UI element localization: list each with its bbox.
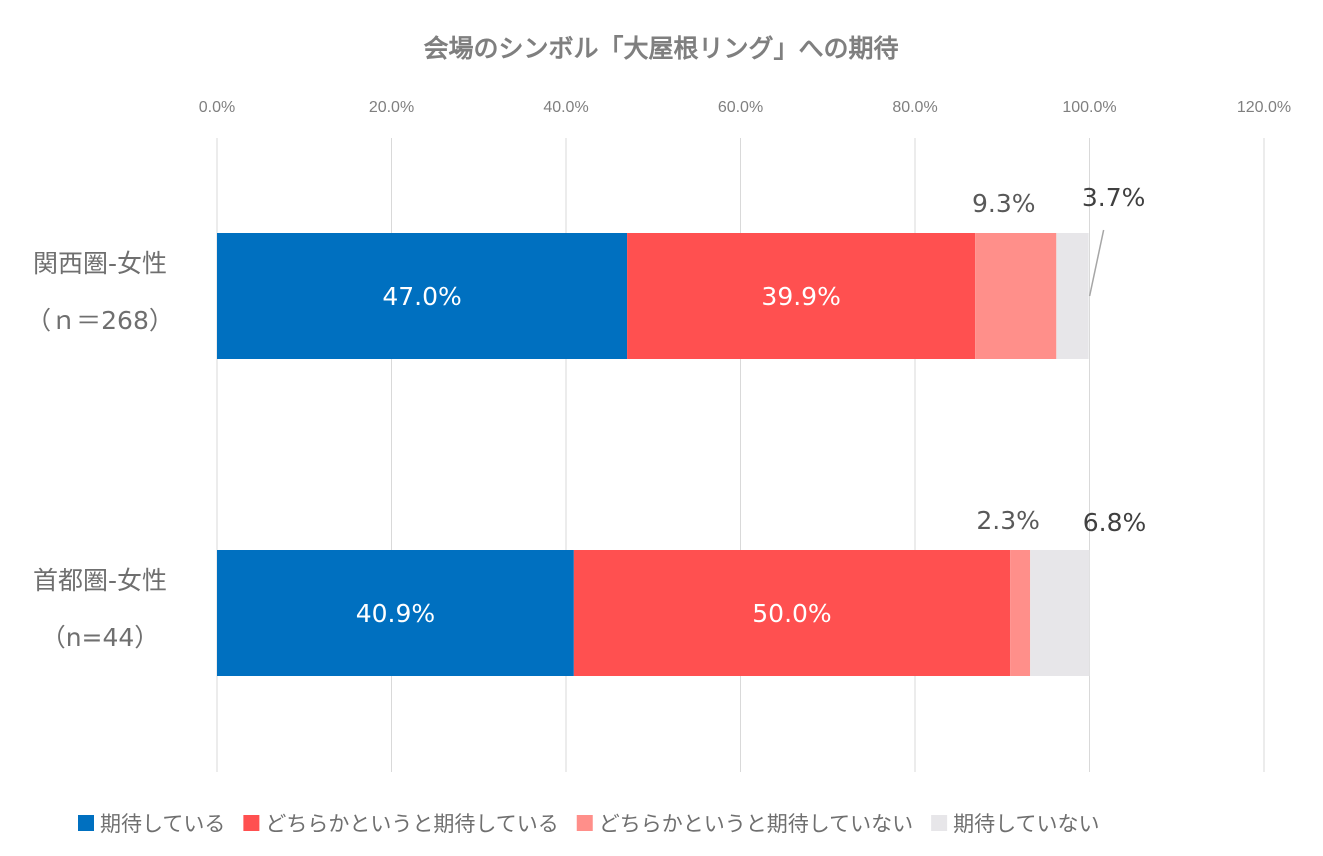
category-label: （n=44）	[41, 623, 160, 652]
x-tick-label: 40.0%	[543, 99, 588, 116]
data-label: 40.9%	[356, 599, 435, 628]
legend-swatch	[78, 815, 94, 831]
bars	[217, 233, 1090, 676]
category-label: （ｎ＝268）	[26, 306, 174, 335]
data-labels: 47.0% 39.9% 9.3% 3.7% 40.9% 50.0% 2.3% 6.8%	[356, 183, 1147, 628]
legend-entry: どちらかというと期待していない	[599, 812, 913, 836]
data-label: 39.9%	[761, 282, 840, 311]
chart-title: 会場のシンボル「大屋根リング」への期待	[423, 34, 898, 63]
legend-entry: 期待していない	[953, 812, 1099, 836]
data-label: 47.0%	[382, 282, 461, 311]
category-labels: 関西圏-女性 （ｎ＝268） 首都圏-女性 （n=44）	[26, 249, 174, 652]
data-label: 2.3%	[976, 506, 1040, 535]
legend-entry: どちらかというと期待している	[265, 812, 558, 836]
legend: 期待している どちらかというと期待している どちらかというと期待していない 期待してい…	[78, 812, 1100, 836]
leader-line	[1088, 229, 1105, 297]
category-label: 関西圏-女性	[33, 249, 167, 278]
bar-segment	[1030, 550, 1090, 676]
bar-segment	[1010, 550, 1031, 676]
x-tick-label: 100.0%	[1062, 99, 1116, 116]
legend-swatch	[931, 815, 948, 831]
legend-entry: 期待している	[100, 812, 225, 836]
bar-segment	[573, 550, 1011, 676]
data-label: 6.8%	[1083, 508, 1147, 537]
x-tick-label: 80.0%	[892, 99, 937, 116]
data-label: 3.7%	[1082, 183, 1146, 212]
bar-segment	[1056, 233, 1089, 359]
x-tick-label: 60.0%	[718, 99, 763, 116]
category-label: 首都圏-女性	[33, 566, 167, 595]
bar-segment	[627, 233, 976, 359]
data-label: 9.3%	[972, 189, 1036, 218]
legend-swatch	[576, 815, 593, 831]
x-tick-label: 0.0%	[199, 99, 235, 116]
bar-segment	[217, 233, 628, 359]
x-tick-label: 20.0%	[369, 99, 414, 116]
x-axis-tick-labels: 0.0% 20.0% 40.0% 60.0% 80.0% 100.0% 120.0%	[199, 99, 1291, 116]
x-tick-label: 120.0%	[1237, 99, 1291, 116]
legend-swatch	[243, 815, 260, 831]
bar-segment	[975, 233, 1057, 359]
bar-segment	[217, 550, 574, 676]
data-label: 50.0%	[752, 599, 831, 628]
